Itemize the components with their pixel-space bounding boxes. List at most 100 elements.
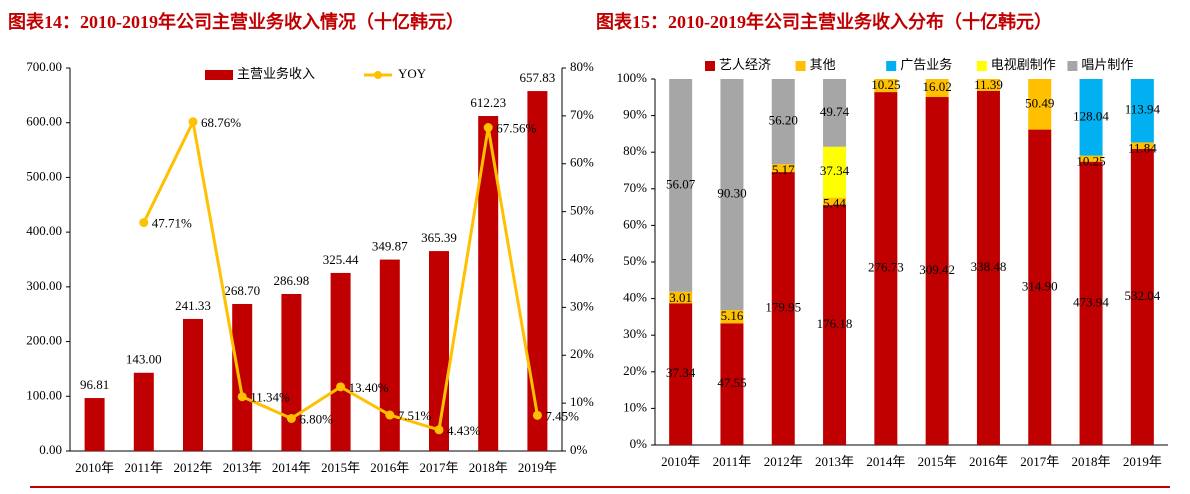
bar-segment [823,79,847,147]
x-tick-label: 2015年 [321,460,360,475]
bar-segment [720,79,744,311]
data-label: 90.30 [717,186,746,201]
y-tick-label: 700.00 [26,59,62,74]
y-tick-label: 600.00 [26,114,62,129]
data-label: 314.90 [1022,278,1058,293]
y-tick-label: 300.00 [26,278,62,293]
y-tick-label: 60% [623,216,647,231]
bar [133,372,154,451]
data-label: 47.55 [717,375,746,390]
bar-segment [720,310,744,324]
bar-segment [1079,79,1103,156]
data-label: 5.44 [823,196,846,211]
data-label: 13.40% [349,380,389,395]
y-tick-label: 90% [623,107,647,122]
y-tick-label: 80% [623,143,647,158]
y2-tick-label: 80% [570,59,594,74]
line-point [237,392,247,402]
legend-label: 主营业务收入 [237,66,315,81]
data-label: 179.95 [765,300,801,315]
y2-tick-label: 50% [570,203,594,218]
y-tick-label: 0.00 [39,442,62,457]
data-label: 11.39 [974,77,1003,92]
data-label: 113.94 [1125,102,1161,117]
y-tick-label: 100.00 [26,387,62,402]
bar [330,272,351,451]
data-label: 473.94 [1073,294,1109,309]
data-label: 7.51% [398,408,432,423]
legend-swatch [1067,61,1078,71]
bar [478,116,499,451]
y-tick-label: 0% [630,436,648,451]
y2-tick-label: 30% [570,298,594,313]
x-tick-label: 2011年 [125,460,164,475]
data-label: 4.43% [447,423,481,438]
line-point [483,123,493,133]
data-label: 49.74 [820,104,850,119]
bar-segment [874,79,898,93]
y2-tick-label: 60% [570,155,594,170]
bar-segment [823,205,847,445]
x-tick-label: 2018年 [469,460,508,475]
data-label: 11.34% [250,390,290,405]
y-tick-label: 400.00 [26,223,62,238]
bar-segment [720,323,744,445]
x-tick-label: 2014年 [866,454,905,469]
data-label: 143.00 [126,352,162,367]
y-tick-label: 20% [623,363,647,378]
data-label: 67.56% [496,121,536,136]
y-tick-label: 40% [623,290,647,305]
data-label: 309.42 [919,262,955,277]
legend-label: 广告业务 [900,57,952,72]
x-tick-label: 2019年 [518,460,557,475]
x-tick-label: 2010年 [661,454,700,469]
x-tick-label: 2012年 [764,454,803,469]
legend-swatch [374,71,382,79]
line-point [532,410,542,420]
legend-label: 艺人经济 [719,57,771,72]
bar-segment [976,90,1000,446]
data-label: 50.49 [1025,95,1054,110]
line-point [188,117,198,127]
y2-tick-label: 40% [570,250,594,265]
bar-segment [1130,142,1154,149]
bar-segment [823,146,847,198]
bar-segment [1079,161,1103,446]
bar [379,259,400,451]
line-point [336,382,346,392]
bar [183,318,203,451]
data-label: 325.44 [323,252,359,267]
x-tick-label: 2016年 [370,460,409,475]
x-tick-label: 2014年 [272,460,311,475]
legend-swatch [886,61,897,71]
chart-title: 图表14：2010-2019年公司主营业务收入情况（十亿韩元） [8,11,464,32]
data-label: 10.25 [871,77,900,92]
data-label: 96.81 [80,377,109,392]
bar [281,293,302,451]
y2-tick-label: 20% [570,346,594,361]
bar-segment [925,97,949,445]
bar-segment [1130,148,1154,445]
bar-segment [823,197,847,206]
x-tick-label: 2011年 [713,454,752,469]
legend-label: 唱片制作 [1081,57,1133,72]
data-label: 3.01 [669,290,692,305]
x-tick-label: 2017年 [419,460,458,475]
data-label: 532.04 [1124,288,1160,303]
data-label: 349.87 [372,239,408,254]
x-tick-label: 2013年 [223,460,262,475]
y2-tick-label: 10% [570,394,594,409]
y-tick-label: 200.00 [26,333,62,348]
data-label: 16.02 [923,79,952,94]
y-tick-label: 30% [623,326,647,341]
bar-segment [925,79,949,98]
data-label: 612.23 [470,95,506,110]
bar-segment [1028,79,1052,130]
data-label: 7.45% [545,408,579,423]
legend-label: 其他 [810,57,836,72]
data-label: 11.84 [1128,140,1157,155]
x-tick-label: 2013年 [815,454,854,469]
data-label: 128.04 [1073,108,1109,123]
data-label: 5.16 [721,308,744,323]
x-tick-label: 2018年 [1072,454,1111,469]
